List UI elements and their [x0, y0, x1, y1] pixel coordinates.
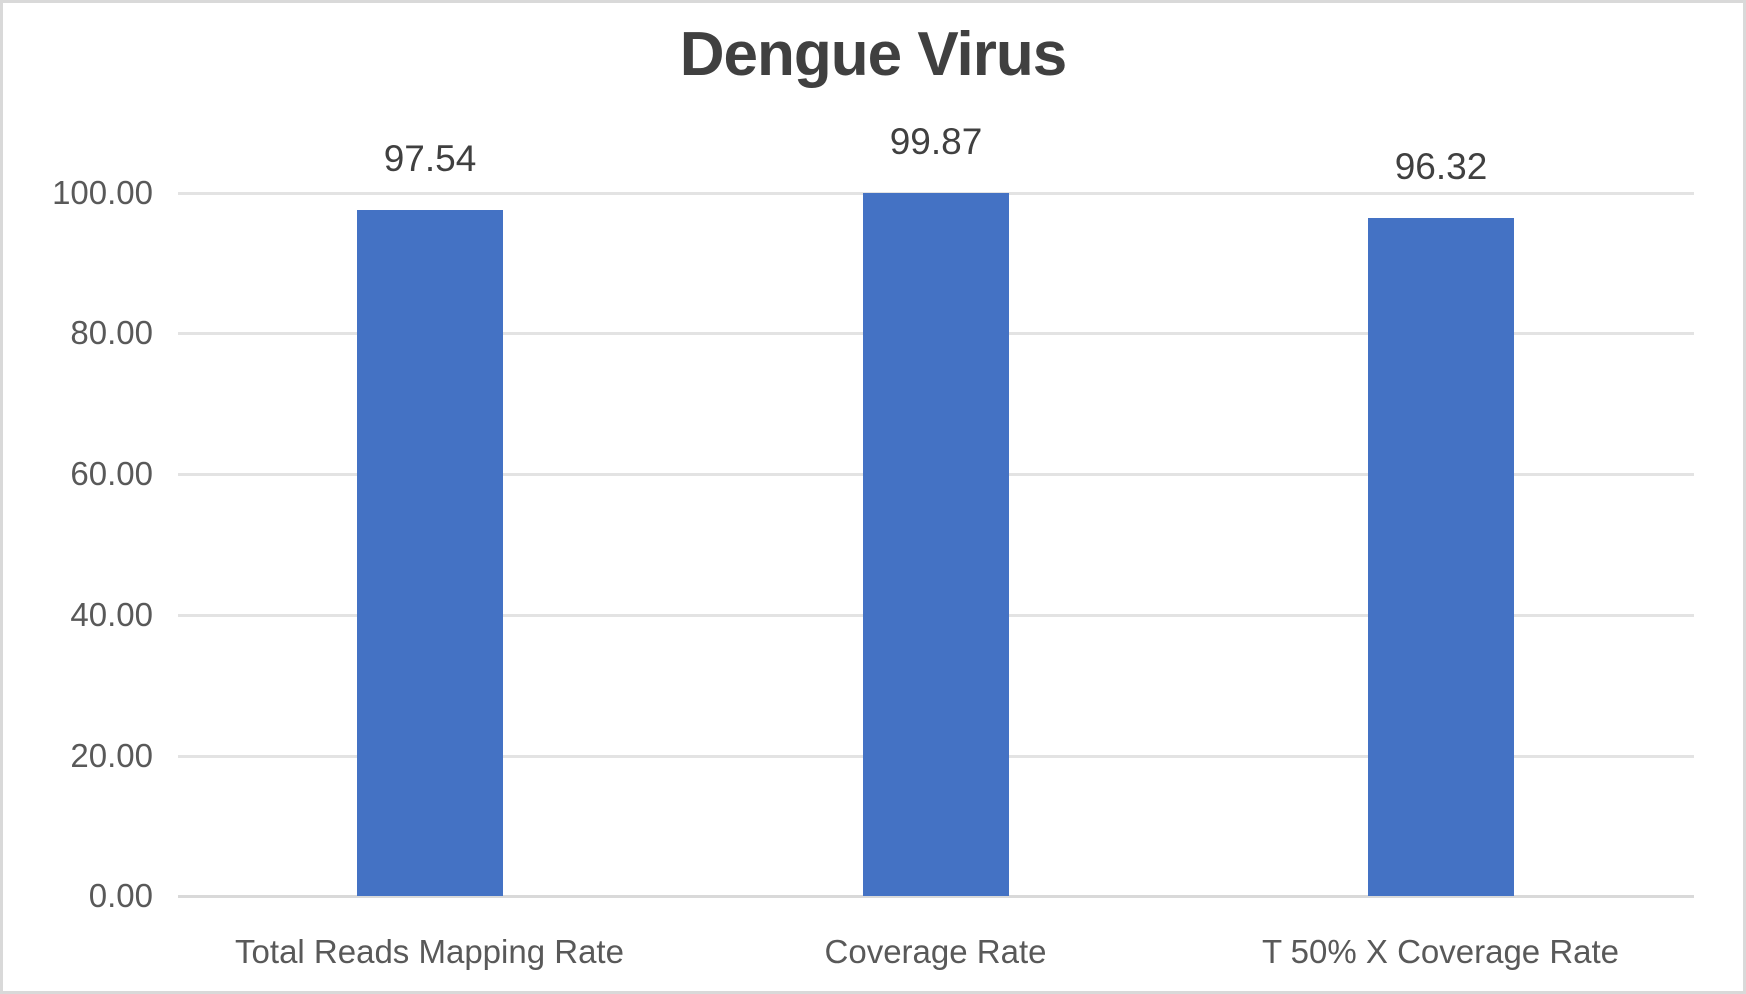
y-tick-label: 80.00 — [70, 314, 153, 351]
y-tick-label: 0.00 — [88, 877, 153, 914]
x-axis-line — [178, 895, 1694, 898]
data-label: 99.87 — [889, 121, 983, 162]
x-category-label: Coverage Rate — [824, 933, 1047, 970]
y-tick-label: 40.00 — [70, 596, 153, 633]
x-category-label: Total Reads Mapping Rate — [235, 933, 624, 970]
y-tick-label: 60.00 — [70, 455, 153, 492]
chart-title: Dengue Virus — [679, 20, 1068, 89]
y-tick-label: 100.00 — [52, 174, 153, 211]
bar-coverage-rate — [863, 193, 1009, 896]
x-category-label: T 50% X Coverage Rate — [1261, 933, 1620, 970]
y-tick-label: 20.00 — [70, 737, 153, 774]
bar-total-reads-mapping-rate — [357, 210, 503, 896]
data-label: 97.54 — [383, 138, 477, 179]
bar-t50x-coverage-rate — [1368, 218, 1514, 896]
data-label: 96.32 — [1394, 146, 1488, 187]
